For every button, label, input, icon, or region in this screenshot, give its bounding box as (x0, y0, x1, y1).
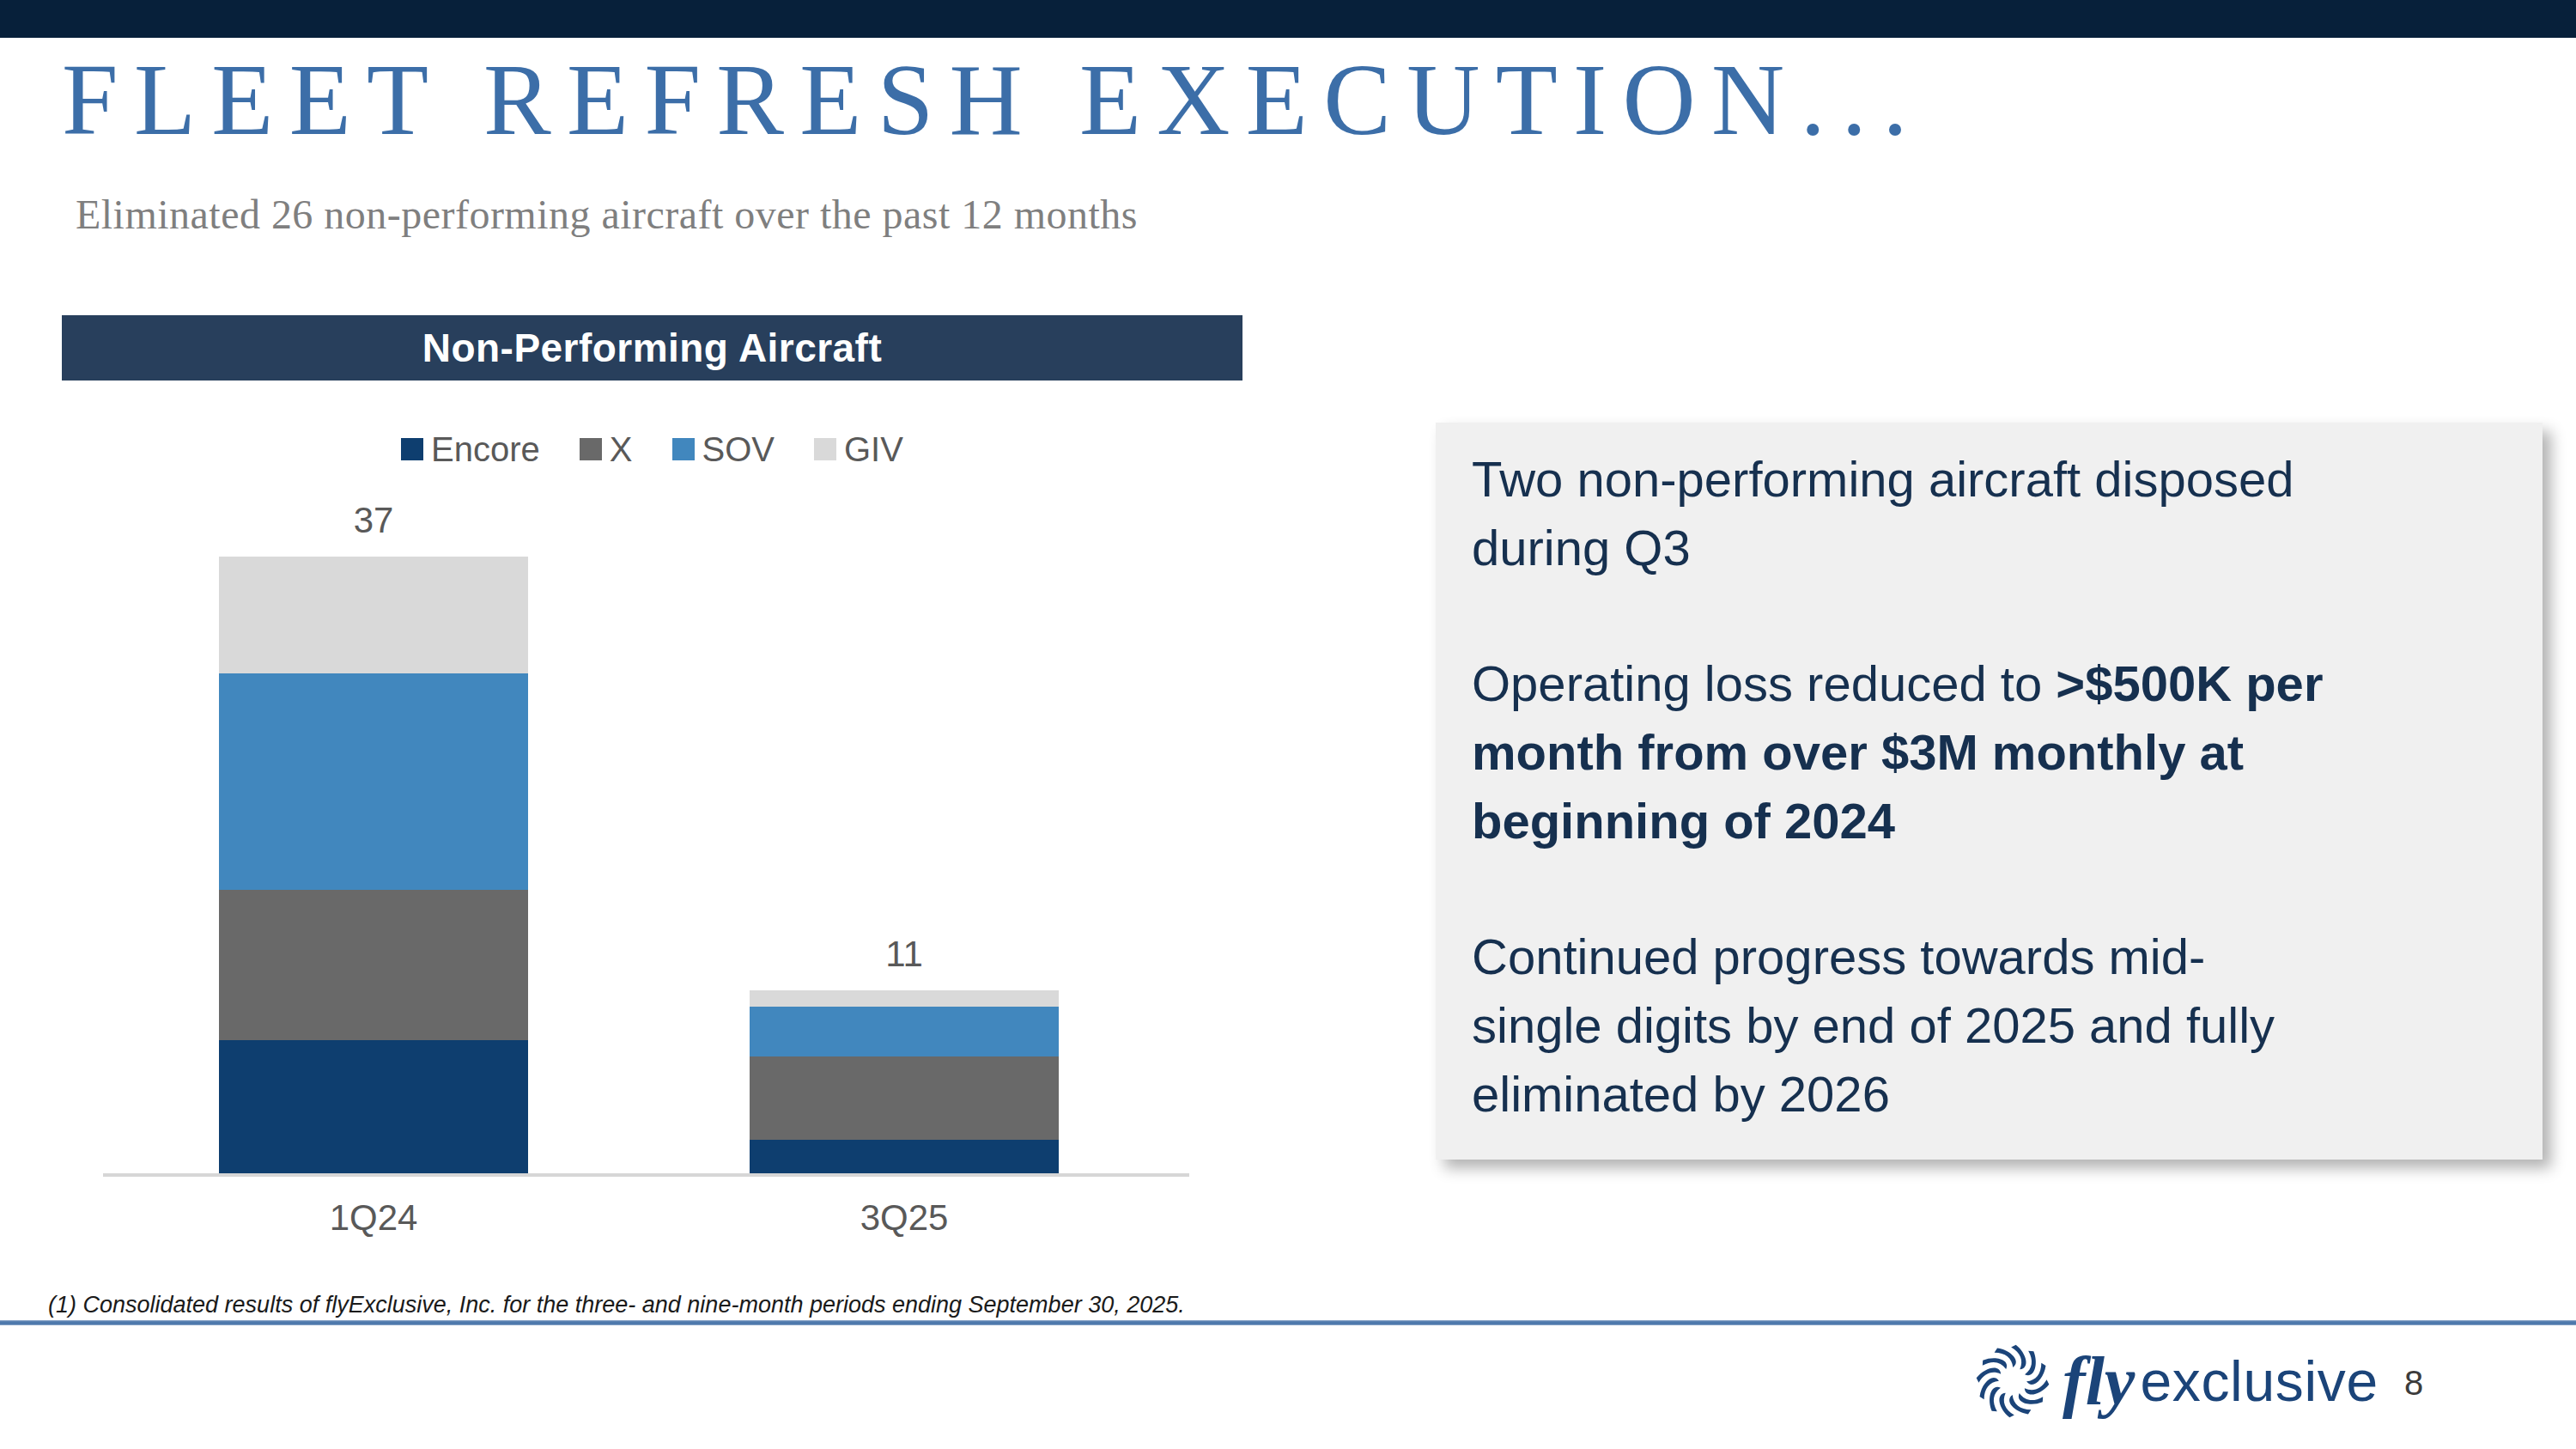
bar-segment-giv-1q24 (219, 557, 528, 673)
footnote: (1) Consolidated results of flyExclusive… (48, 1292, 1185, 1318)
category-label-1q24: 1Q24 (219, 1197, 528, 1239)
legend-swatch-giv (814, 438, 836, 460)
logo-text-exclusive: exclusive (2140, 1349, 2378, 1414)
legend-label: X (610, 430, 633, 469)
page-number: 8 (2404, 1364, 2423, 1403)
callout-paragraph-2-normal: Operating loss reduced to (1472, 655, 2056, 711)
legend-item-encore: Encore (401, 430, 540, 469)
category-label-3q25: 3Q25 (750, 1197, 1059, 1239)
footer-divider-line (0, 1320, 2576, 1325)
chart-legend: Encore X SOV GIV (62, 428, 1242, 471)
bar-segment-sov-1q24 (219, 673, 528, 890)
slide-subtitle: Eliminated 26 non-performing aircraft ov… (76, 191, 1965, 238)
slide-title: FLEET REFRESH EXECUTION... (62, 45, 2294, 156)
total-label-3q25: 11 (750, 934, 1059, 975)
logo-text-fly: fly (2063, 1342, 2135, 1421)
legend-item-giv: GIV (814, 430, 903, 469)
callout-paragraph-1: Two non-performing aircraft disposed dur… (1472, 445, 2506, 582)
bar-segment-x-1q24 (219, 890, 528, 1040)
legend-label: SOV (702, 430, 775, 469)
legend-swatch-encore (401, 438, 423, 460)
bar-column-3q25 (750, 990, 1059, 1173)
bar-segment-giv-3q25 (750, 990, 1059, 1007)
callout-paragraph-2: Operating loss reduced to >$500K per mon… (1472, 649, 2506, 855)
bar-segment-encore-3q25 (750, 1140, 1059, 1173)
bar-segment-sov-3q25 (750, 1007, 1059, 1056)
legend-swatch-x (580, 438, 602, 460)
legend-label: Encore (431, 430, 540, 469)
legend-item-sov: SOV (672, 430, 775, 469)
x-axis-line (103, 1173, 1189, 1177)
pinwheel-swirl-icon (1973, 1342, 2052, 1421)
total-label-1q24: 37 (219, 500, 528, 541)
bar-column-1q24 (219, 557, 528, 1173)
slide: FLEET REFRESH EXECUTION... Eliminated 26… (0, 0, 2576, 1449)
legend-swatch-sov (672, 438, 695, 460)
flyexclusive-logo: fly exclusive (1973, 1338, 2379, 1424)
bar-segment-x-3q25 (750, 1056, 1059, 1140)
legend-item-x: X (580, 430, 633, 469)
chart-title-bar: Non-Performing Aircraft (62, 315, 1242, 381)
bar-segment-encore-1q24 (219, 1040, 528, 1173)
plot-area: 371Q24113Q25 (103, 472, 1189, 1177)
legend-label: GIV (844, 430, 903, 469)
top-accent-bar (0, 0, 2576, 38)
chart-title: Non-Performing Aircraft (422, 325, 882, 371)
callout-box: Two non-performing aircraft disposed dur… (1436, 423, 2543, 1160)
callout-paragraph-3: Continued progress towards mid- single d… (1472, 922, 2506, 1129)
